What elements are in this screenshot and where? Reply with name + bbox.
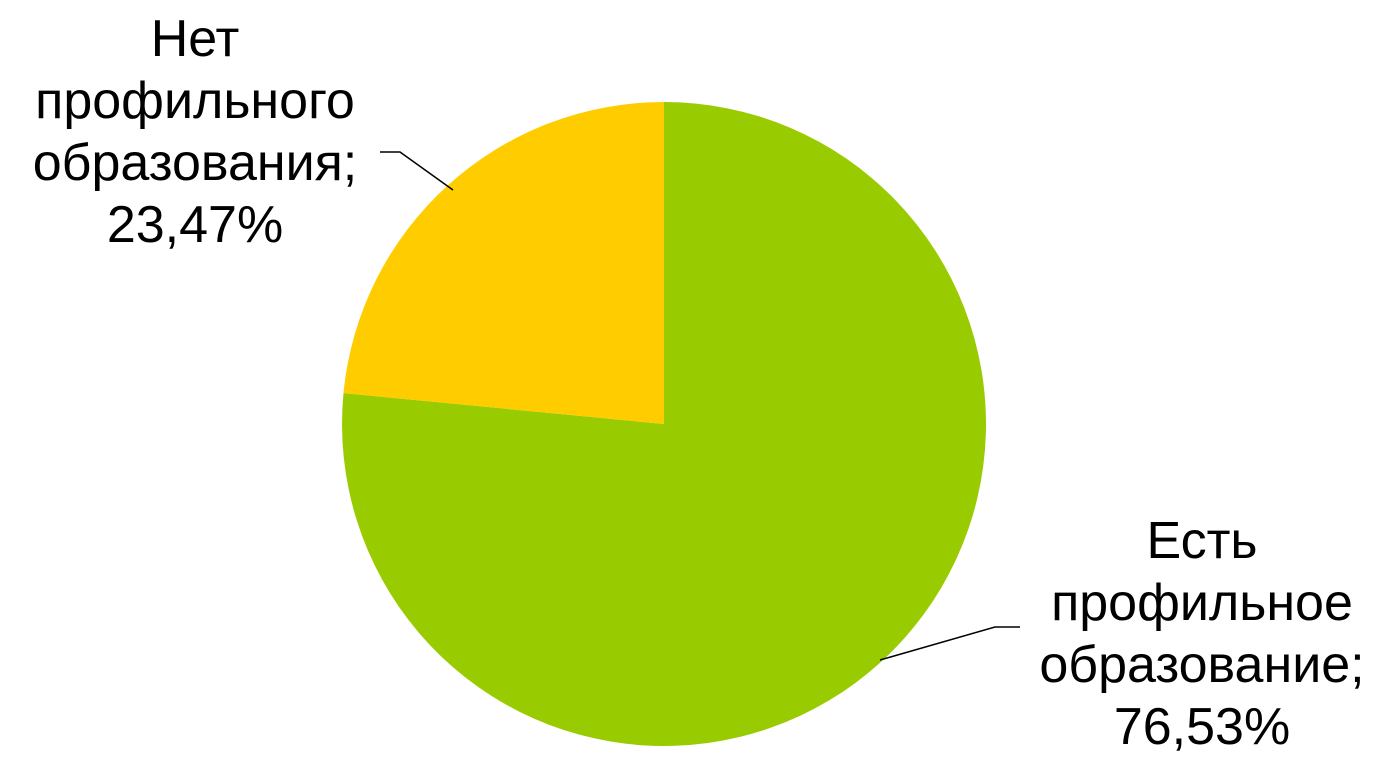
data-label-no-profile: Нет профильного образования; 23,47% bbox=[0, 8, 390, 256]
leader-line-has-profile bbox=[879, 626, 1020, 661]
data-label-has-profile: Есть профильное образование; 76,53% bbox=[1020, 510, 1384, 758]
pie-slice-no-profile bbox=[343, 102, 664, 424]
data-label-no-profile-line-4: 23,47% bbox=[106, 196, 284, 254]
leader-line-no-profile bbox=[380, 151, 454, 191]
data-label-has-profile-line-2: профильное bbox=[1051, 574, 1353, 632]
pie-slice-has-profile bbox=[342, 102, 987, 746]
data-label-has-profile-line-1: Есть bbox=[1146, 512, 1258, 570]
data-label-has-profile-line-4: 76,53% bbox=[1113, 698, 1291, 756]
data-label-no-profile-line-3: образования; bbox=[32, 134, 358, 192]
data-label-no-profile-line-2: профильного bbox=[35, 72, 355, 130]
data-label-no-profile-line-1: Нет bbox=[150, 10, 240, 68]
data-label-has-profile-line-3: образование; bbox=[1039, 636, 1365, 694]
